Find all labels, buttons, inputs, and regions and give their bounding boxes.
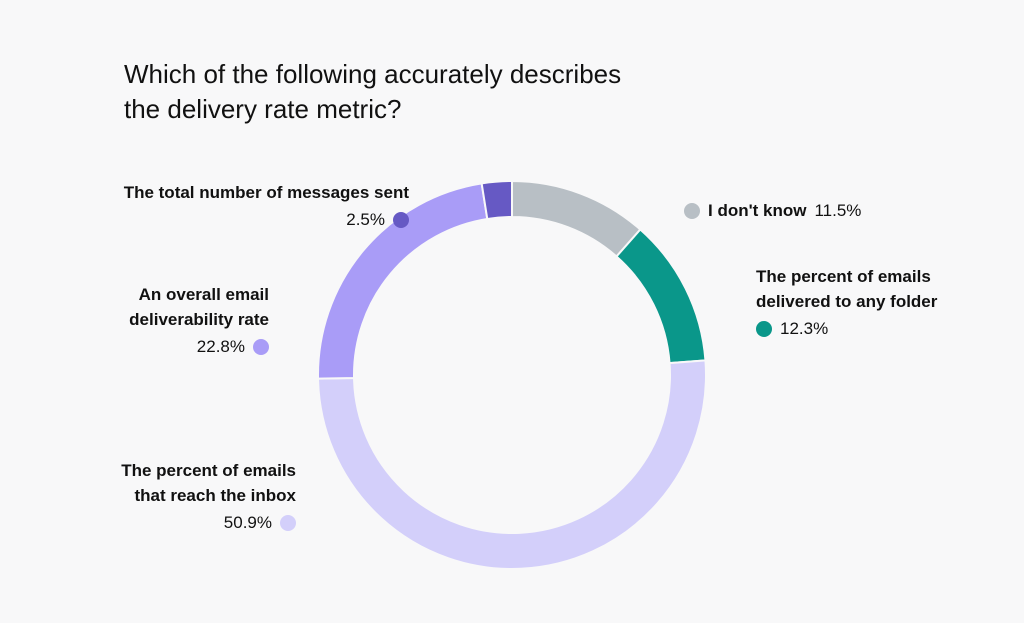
legend-dot-reach-inbox (280, 514, 296, 531)
label-any-folder-line-1: The percent of emails (756, 267, 931, 286)
label-deliverability-rate-name: An overall email deliverability rate (129, 282, 269, 332)
chart-title: Which of the following accurately descri… (124, 57, 724, 127)
label-reach-inbox-line-2: that reach the inbox (134, 486, 296, 505)
label-dont-know-name: I don't know (708, 201, 807, 220)
chart-title-line-1: Which of the following accurately descri… (124, 59, 622, 89)
label-any-folder: The percent of emails delivered to any f… (756, 264, 937, 341)
legend-dot-any-folder (756, 320, 772, 337)
donut-slice-the-percent-of-emails-that-reach-the-inbox (317, 359, 707, 570)
label-deliverability-rate-line-2: deliverability rate (129, 310, 269, 329)
label-total-messages-sent: The total number of messages sent 2.5% (124, 180, 409, 232)
label-deliverability-rate: An overall email deliverability rate 22.… (129, 282, 269, 359)
label-reach-inbox-value: 50.9% (223, 513, 272, 532)
chart-title-line-2: the delivery rate metric? (124, 94, 402, 124)
donut-slice-the-total-number-of-messages-sent (480, 179, 513, 221)
legend-dot-deliverability-rate (253, 338, 269, 355)
legend-dot-dont-know (684, 202, 700, 219)
label-total-messages-sent-value: 2.5% (346, 210, 385, 229)
label-any-folder-value: 12.3% (780, 319, 829, 338)
label-total-messages-sent-name: The total number of messages sent (123, 183, 409, 202)
label-any-folder-line-2: delivered to any folder (756, 292, 938, 311)
donut-slice-i-don-t-know (511, 179, 642, 258)
label-reach-inbox-name: The percent of emails that reach the inb… (121, 458, 296, 508)
label-deliverability-rate-value: 22.8% (196, 337, 245, 356)
label-deliverability-rate-line-1: An overall email (138, 285, 269, 304)
legend-dot-total-messages-sent (393, 211, 409, 228)
label-dont-know: I don't know 11.5% (684, 198, 861, 223)
label-any-folder-name: The percent of emails delivered to any f… (756, 264, 937, 314)
label-dont-know-value: 11.5% (814, 201, 862, 220)
donut-slice-the-percent-of-emails-delivered-to-any-folder (615, 228, 707, 365)
label-reach-inbox: The percent of emails that reach the inb… (121, 458, 296, 535)
label-reach-inbox-line-1: The percent of emails (121, 461, 296, 480)
